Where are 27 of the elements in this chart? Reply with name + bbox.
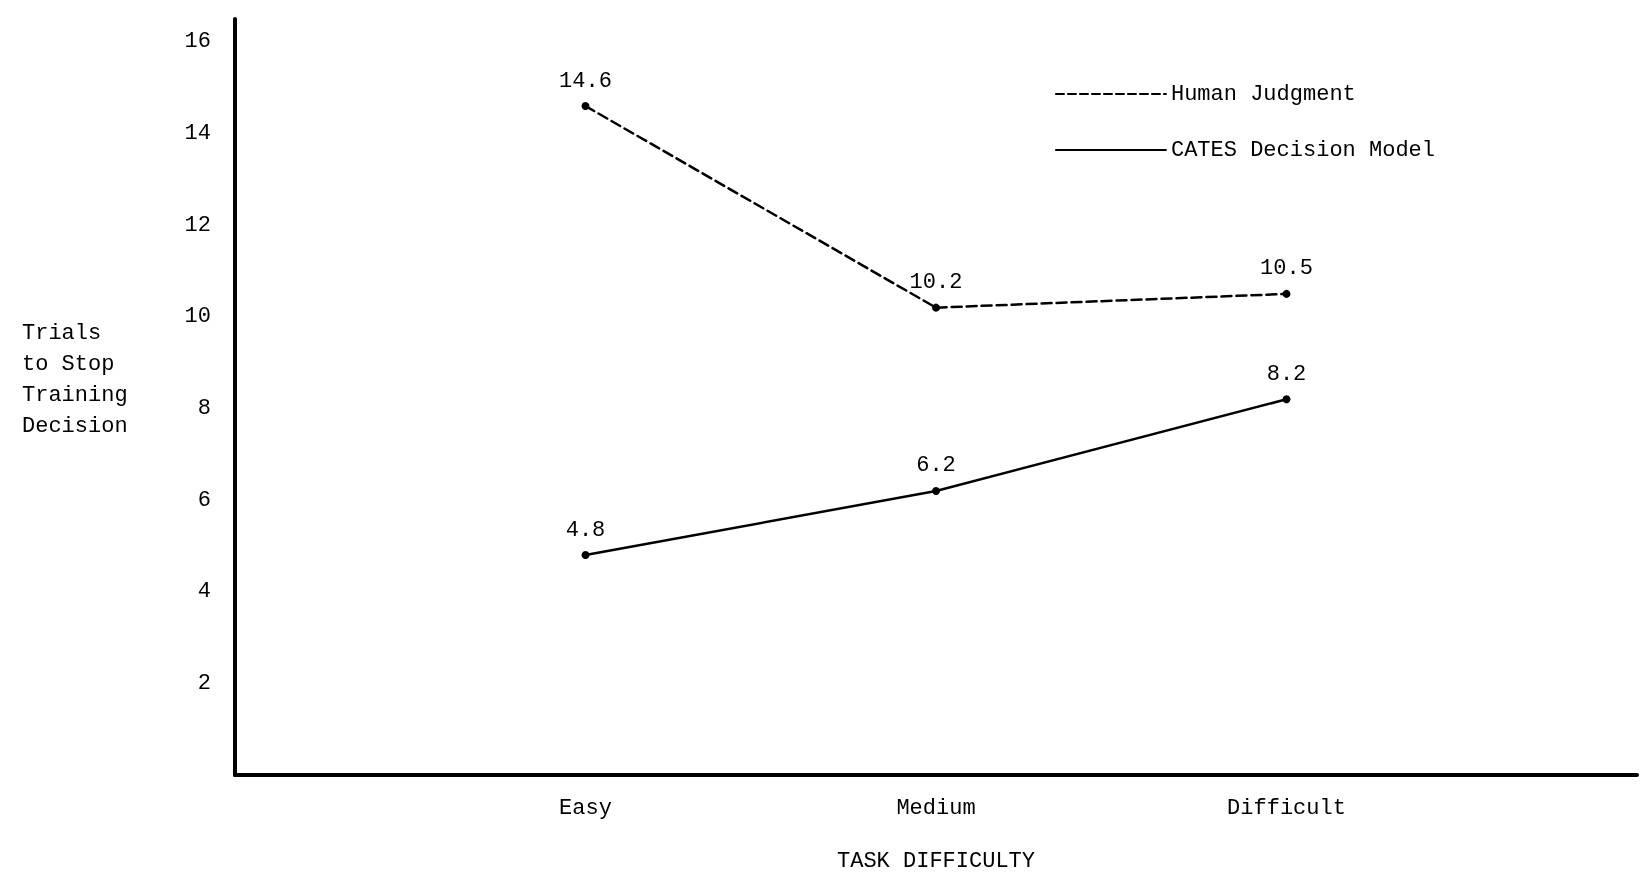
data-label: 6.2 [916,453,956,479]
y-axis-title: Trials to Stop Training Decision [22,321,128,439]
point [581,551,590,560]
data-label: 10.2 [909,270,963,296]
point [1282,289,1291,298]
x-axis-title: TASK DIFFICULTY [836,848,1036,874]
y-tick-label: 8 [197,395,211,421]
y-tick-label: 12 [184,212,211,238]
y-tick-label: 6 [197,487,211,513]
data-label: 14.6 [559,68,612,94]
y-tick-label: 10 [184,304,211,330]
x-tick-label: Easy [559,795,612,821]
data-label: 8.2 [1266,361,1307,387]
x-tick-label: Medium [896,795,976,821]
data-label: 4.8 [565,517,606,543]
x-tick-label: Difficult [1227,795,1346,821]
y-tick-label: 4 [197,579,211,605]
legend-label: CATES Decision Model [1170,137,1435,163]
y-tick-label: 14 [184,121,211,147]
point [1282,395,1291,404]
y-tick-label: 2 [197,670,211,696]
point [932,486,940,495]
legend-label: Human Judgment [1170,81,1356,107]
point [581,102,590,111]
y-tick-label: 16 [184,29,211,55]
data-label: 10.5 [1260,256,1313,282]
point [932,303,940,312]
